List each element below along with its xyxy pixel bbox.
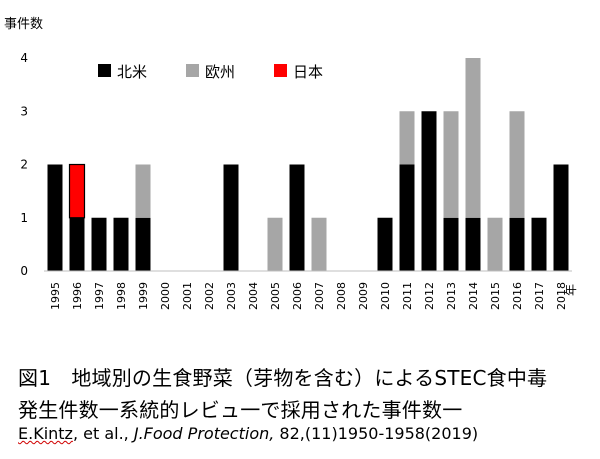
bar-segment [399,111,415,165]
x-tick-label: 2001 [181,282,194,310]
bar-segment [223,164,239,271]
bar-segment [91,217,107,271]
x-tick-labels: 1995 1996 1997 1998 1999 2000 2001 2002 2003 2004… [49,282,568,310]
caption-citation: E.Kintz, et al., J.Food Protection, 82,(… [18,424,478,443]
caption-line-1: 図1 地域別の生食野菜（芽物を含む）によるSTEC食中毒 [18,366,548,390]
x-tick-label: 1996 [71,282,84,310]
bar-segment [443,111,459,218]
x-tick-label: 1997 [93,282,106,310]
x-tick-label: 2016 [511,282,524,310]
bar-segment [509,217,525,271]
x-tick-label: 2002 [203,282,216,310]
bar-segment [69,217,85,271]
x-tick-label: 2000 [159,282,172,310]
y-tick-label: 0 [20,264,28,278]
bar-segment [113,217,129,271]
y-tick-label: 3 [20,104,28,118]
legend-label: 北米 [117,63,147,81]
x-axis-label: 年 [564,284,578,296]
x-tick-label: 1995 [49,282,62,310]
bar-segment [487,217,503,271]
legend-label: 日本 [293,63,323,81]
x-tick-label: 2004 [247,282,260,310]
x-tick-label: 2005 [269,282,282,310]
y-tick-labels: 0 1 2 3 4 [20,51,28,278]
x-tick-label: 2018 [555,282,568,310]
x-tick-label: 2010 [379,282,392,310]
bar-segment [47,164,63,271]
bar-segment [531,217,547,271]
citation-ref: 82,(11)1950-1958(2019) [274,424,479,443]
y-tick-label: 4 [20,51,28,65]
x-tick-label: 2007 [313,282,326,310]
x-tick-label: 1999 [137,282,150,310]
y-tick-label: 1 [20,211,28,225]
stacked-bar-chart: 事件数 年 0 1 2 3 4 1995 1996 1997 1998 1999 2000 2001… [4,17,578,310]
x-tick-label: 2008 [335,282,348,310]
bar-segment [465,217,481,271]
bar-segment [68,163,86,219]
bar-segment [509,111,525,218]
x-tick-label: 2009 [357,282,370,310]
bar-segment [135,217,151,271]
bar-segment [465,58,481,218]
citation-journal: J.Food Protection, [133,424,275,443]
x-tick-label: 2003 [225,282,238,310]
bars [47,58,569,271]
bar-segment [443,217,459,271]
x-tick-label: 2013 [445,282,458,310]
x-tick-label: 2014 [467,282,480,310]
bar-segment [399,164,415,271]
x-tick-label: 2015 [489,282,502,310]
citation-author: E.Kintz [18,424,73,443]
legend-swatch [274,64,287,77]
legend-swatch [186,64,199,77]
x-tick-label: 1998 [115,282,128,310]
legend: 北米 欧州 日本 [98,63,323,81]
y-axis-label: 事件数 [4,17,43,32]
bar-segment [553,164,569,271]
bar-segment [289,164,305,271]
bar-segment [267,217,283,271]
x-tick-label: 2006 [291,282,304,310]
bar-segment [135,164,151,218]
bar-segment [421,111,437,271]
x-tick-label: 2012 [423,282,436,310]
x-tick-label: 2011 [401,282,414,310]
bar-segment [311,217,327,271]
x-tick-label: 2017 [533,282,546,310]
citation-etal: , et al., [72,424,134,443]
legend-label: 欧州 [205,63,235,81]
caption-line-2: 発生件数一系統的レビュ一で採用された事件数一 [18,398,463,422]
legend-swatch [98,64,111,77]
y-tick-label: 2 [20,158,28,172]
bar-segment [377,217,393,271]
